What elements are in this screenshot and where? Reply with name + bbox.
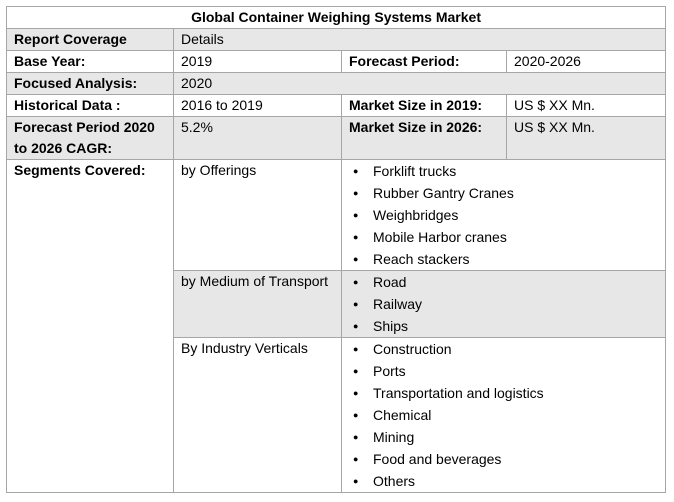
bullet-item: Road (349, 272, 658, 294)
focused-analysis-label: Focused Analysis: (6, 72, 174, 95)
bullet-item: Railway (349, 293, 658, 315)
segment-items-cell: Road Railway Ships (340, 270, 667, 338)
bullet-item: Forklift trucks (349, 161, 658, 183)
segment-items-cell: Construction Ports Transportation and lo… (340, 337, 667, 493)
bullet-item: Mining (349, 426, 658, 448)
bullet-item: Transportation and logistics (349, 382, 658, 404)
bullet-item: Food and beverages (349, 448, 658, 470)
focused-analysis-value: 2020 (172, 72, 667, 95)
bullet-item: Reach stackers (349, 248, 658, 270)
table-title: Global Container Weighing Systems Market (5, 6, 667, 29)
report-coverage-header: Report Coverage (6, 28, 174, 51)
forecast-period-label: Forecast Period: (341, 50, 507, 73)
bullet-item: Mobile Harbor cranes (349, 226, 658, 248)
market-size-2019-value: US $ XX Mn. (505, 94, 667, 117)
bullet-item: Construction (349, 339, 658, 361)
bullet-item: Chemical (349, 404, 658, 426)
segment-group-name: by Medium of Transport (173, 270, 342, 338)
cagr-row: Forecast Period 2020 to 2026 CAGR: 5.2% … (6, 116, 667, 160)
bullet-list: Road Railway Ships (349, 272, 658, 337)
market-report-table: Global Container Weighing Systems Market… (5, 6, 667, 493)
bullet-list: Construction Ports Transportation and lo… (349, 339, 658, 492)
title-row: Global Container Weighing Systems Market (5, 6, 667, 29)
segments-covered-label: Segments Covered: (6, 159, 174, 493)
bullet-item: Rubber Gantry Cranes (349, 182, 658, 204)
bullet-item: Ports (349, 360, 658, 382)
base-year-row: Base Year: 2019 Forecast Period: 2020-20… (6, 50, 667, 73)
bullet-list: Forklift trucks Rubber Gantry Cranes Wei… (349, 161, 658, 270)
market-size-2026-value: US $ XX Mn. (505, 116, 667, 160)
market-size-2026-label: Market Size in 2026: (341, 116, 507, 160)
segment-row-verticals: By Industry Verticals Construction Ports… (7, 337, 667, 493)
forecast-period-value: 2020-2026 (505, 50, 667, 73)
focused-analysis-row: Focused Analysis: 2020 (6, 72, 667, 95)
segment-group-name: by Offerings (173, 159, 342, 271)
segment-items-cell: Forklift trucks Rubber Gantry Cranes Wei… (340, 159, 667, 271)
details-header: Details (172, 28, 667, 51)
historical-data-label: Historical Data : (6, 94, 174, 117)
base-year-label: Base Year: (6, 50, 174, 73)
segment-row-offerings: Segments Covered: by Offerings Forklift … (6, 159, 667, 493)
cagr-value: 5.2% (173, 116, 342, 160)
historical-data-value: 2016 to 2019 (173, 94, 342, 117)
header-row: Report Coverage Details (6, 28, 667, 51)
market-size-2019-label: Market Size in 2019: (341, 94, 507, 117)
bullet-item: Others (349, 470, 658, 492)
bullet-item: Ships (349, 315, 658, 337)
cagr-label: Forecast Period 2020 to 2026 CAGR: (6, 116, 174, 160)
bullet-item: Weighbridges (349, 204, 658, 226)
base-year-value: 2019 (173, 50, 342, 73)
segment-row-transport: by Medium of Transport Road Railway Ship… (7, 270, 667, 338)
segment-group-name: By Industry Verticals (173, 337, 342, 493)
historical-data-row: Historical Data : 2016 to 2019 Market Si… (6, 94, 667, 117)
